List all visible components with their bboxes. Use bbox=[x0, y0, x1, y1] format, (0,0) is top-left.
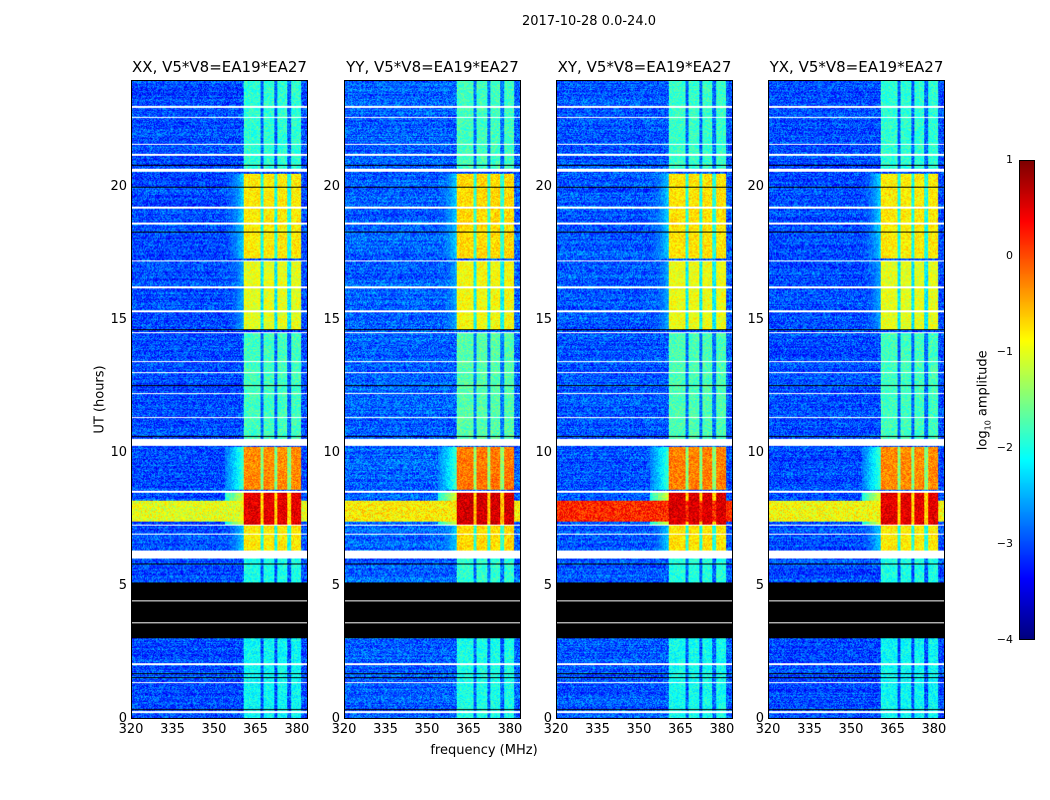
y-tick-label: 10 bbox=[535, 444, 552, 460]
y-tick-label: 0 bbox=[331, 711, 340, 726]
y-tick-label: 10 bbox=[110, 444, 127, 460]
y-tick-label: 5 bbox=[543, 577, 552, 593]
x-tick-label: 380 bbox=[921, 722, 947, 737]
panel-title: XX, V5*V8=EA19*EA27 bbox=[132, 58, 307, 76]
y-tick-label: 20 bbox=[747, 178, 764, 194]
y-tick-label: 5 bbox=[331, 577, 340, 593]
x-tick-label: 365 bbox=[880, 722, 905, 737]
x-tick-label: 380 bbox=[497, 722, 523, 737]
y-tick-label: 5 bbox=[755, 577, 764, 593]
y-tick-label: 20 bbox=[535, 178, 552, 194]
colorbar-tick-label: −2 bbox=[996, 441, 1013, 454]
y-tick-label: 20 bbox=[110, 178, 127, 194]
x-tick-label: 350 bbox=[414, 722, 440, 737]
x-tick-label: 335 bbox=[797, 722, 822, 737]
panel-title: YX, V5*V8=EA19*EA27 bbox=[769, 58, 944, 76]
y-tick-label: 10 bbox=[323, 444, 340, 460]
y-tick-label: 20 bbox=[323, 178, 340, 194]
panel-title: XY, V5*V8=EA19*EA27 bbox=[557, 58, 732, 76]
y-tick-label: 15 bbox=[323, 311, 340, 327]
x-tick-label: 380 bbox=[709, 722, 735, 737]
y-tick-label: 15 bbox=[110, 311, 127, 327]
x-tick-label: 320 bbox=[118, 722, 144, 737]
y-tick-label: 5 bbox=[118, 577, 127, 593]
x-tick-label: 320 bbox=[755, 722, 781, 737]
x-tick-label: 320 bbox=[331, 722, 357, 737]
x-axis-label: frequency (MHz) bbox=[430, 743, 538, 758]
x-tick-label: 335 bbox=[585, 722, 610, 737]
y-tick-label: 0 bbox=[755, 711, 764, 726]
colorbar-label-rest: amplitude bbox=[975, 350, 991, 421]
x-tick-label: 350 bbox=[838, 722, 864, 737]
spectrogram-panel bbox=[131, 80, 308, 719]
colorbar-tick-label: −4 bbox=[996, 633, 1013, 646]
colorbar-tick-label: 0 bbox=[1006, 249, 1013, 262]
y-axis-label: UT (hours) bbox=[92, 365, 108, 434]
x-tick-label: 365 bbox=[668, 722, 693, 737]
x-tick-label: 320 bbox=[543, 722, 569, 737]
colorbar-label-sub: 10 bbox=[983, 420, 993, 431]
spectrogram-panel bbox=[768, 80, 945, 719]
y-tick-label: 0 bbox=[543, 711, 552, 726]
x-tick-label: 335 bbox=[373, 722, 398, 737]
y-tick-label: 10 bbox=[747, 444, 764, 460]
x-tick-label: 365 bbox=[243, 722, 268, 737]
x-tick-label: 365 bbox=[456, 722, 481, 737]
spectrogram-panel bbox=[344, 80, 521, 719]
colorbar-tick-label: −1 bbox=[996, 345, 1013, 358]
x-tick-label: 350 bbox=[626, 722, 652, 737]
panel-title: YY, V5*V8=EA19*EA27 bbox=[346, 58, 519, 76]
colorbar-tick-label: −3 bbox=[996, 537, 1013, 550]
colorbar-tick-label: 1 bbox=[1006, 153, 1013, 166]
y-tick-label: 15 bbox=[535, 311, 552, 327]
figure-title: 2017-10-28 0.0-24.0 bbox=[522, 14, 656, 29]
x-tick-label: 380 bbox=[284, 722, 310, 737]
y-tick-label: 15 bbox=[747, 311, 764, 327]
y-tick-label: 0 bbox=[118, 711, 127, 726]
colorbar bbox=[1019, 160, 1035, 640]
x-tick-label: 350 bbox=[201, 722, 227, 737]
spectrogram-panel bbox=[556, 80, 733, 719]
x-tick-label: 335 bbox=[160, 722, 185, 737]
